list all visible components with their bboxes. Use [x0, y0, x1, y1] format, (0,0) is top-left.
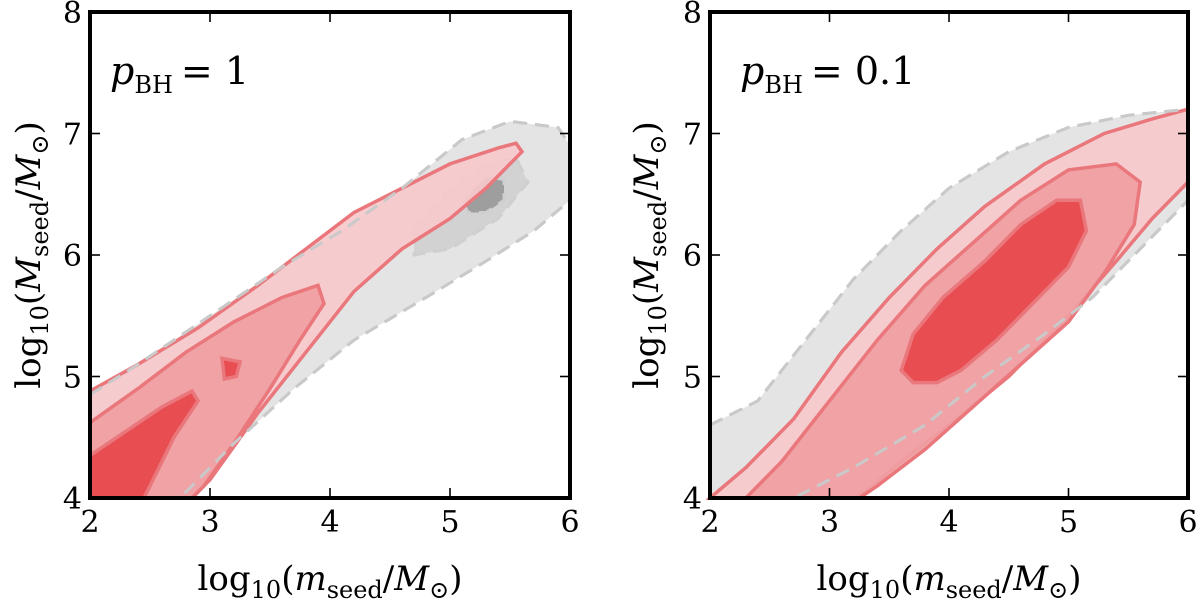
right-y-tick-label-7: 7	[683, 118, 702, 153]
left-y-tick-label-8: 8	[63, 0, 82, 31]
left-x-tick-label-3: 3	[200, 505, 219, 540]
right-x-tick-label-5: 5	[1059, 505, 1078, 540]
left-y-tick-label-6: 6	[63, 239, 82, 274]
left-x-tick-label-6: 6	[560, 505, 579, 540]
left-y-tick-label-4: 4	[63, 482, 82, 517]
left-x-axis-label: log10(mseed/M⊙)	[198, 559, 463, 604]
right-contour-fills	[705, 106, 1190, 500]
left-y-tick-label-7: 7	[63, 118, 82, 153]
left-x-tick-label-4: 4	[320, 505, 339, 540]
right-x-tick-label-6: 6	[1178, 505, 1197, 540]
right-y-tick-label-6: 6	[683, 239, 702, 274]
right-x-tick-label-3: 3	[820, 505, 839, 540]
left-y-axis-label: log10(Mseed/M⊙)	[9, 121, 54, 389]
right-red-contour-inner	[899, 198, 1089, 385]
right-y-tick-label-8: 8	[683, 0, 702, 31]
right-x-tick-label-4: 4	[939, 505, 958, 540]
left-ticks: 2 3 4 5 6 4 5 6 7 8	[63, 0, 580, 540]
right-y-tick-label-5: 5	[683, 361, 702, 396]
right-ticks: 2 3 4 5 6 4 5 6 7 8	[683, 0, 1198, 540]
left-y-tick-label-5: 5	[63, 361, 82, 396]
left-x-tick-label-2: 2	[80, 505, 99, 540]
left-annotation: pBH = 1	[110, 49, 249, 99]
left-panel: 2 3 4 5 6 4 5 6 7 8 pBH = 1 log10(mseed/M⊙) log10(…	[9, 0, 580, 604]
left-x-tick-label-5: 5	[440, 505, 459, 540]
right-panel: 2 3 4 5 6 4 5 6 7 8 pBH = 0.1 log10(mseed/M⊙) log1…	[627, 0, 1198, 604]
left-contour-fills	[88, 119, 572, 500]
right-y-tick-label-4: 4	[683, 482, 702, 517]
right-annotation: pBH = 0.1	[740, 49, 915, 99]
right-x-tick-label-2: 2	[700, 505, 719, 540]
left-red-contour-island	[219, 356, 243, 381]
right-x-axis-label: log10(mseed/M⊙)	[817, 559, 1082, 604]
right-y-axis-label: log10(Mseed/M⊙)	[627, 121, 672, 389]
